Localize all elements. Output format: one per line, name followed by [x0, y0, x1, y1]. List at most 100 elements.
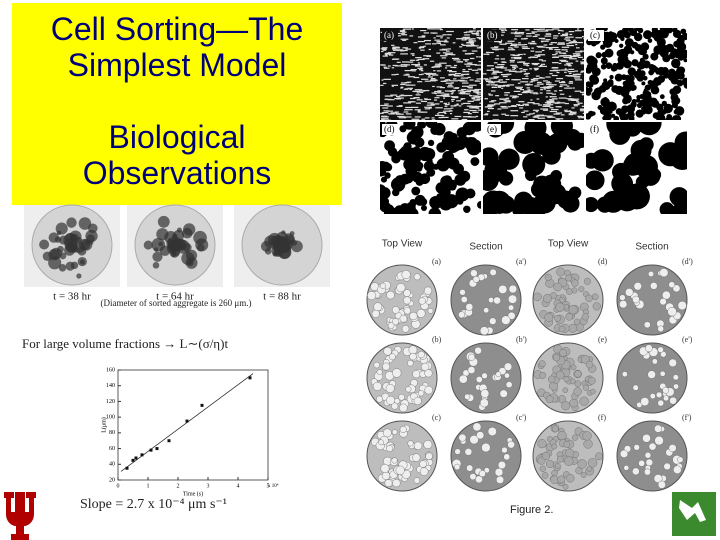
speck [405, 113, 412, 115]
speck [484, 79, 492, 81]
speck [453, 74, 460, 77]
cell [662, 290, 671, 300]
cell [619, 294, 626, 301]
speck [383, 40, 387, 42]
speck [440, 55, 448, 57]
cell [595, 52, 602, 59]
speck [564, 34, 568, 37]
data-point [125, 466, 129, 470]
speck [440, 37, 443, 39]
speck [515, 32, 522, 34]
cell [441, 187, 451, 198]
speck [462, 36, 471, 38]
speck [543, 109, 549, 111]
speck [576, 54, 579, 56]
texture [586, 122, 687, 214]
speck [392, 46, 397, 48]
cell [587, 458, 598, 468]
speck [412, 90, 421, 92]
speck [469, 105, 478, 107]
speck [540, 108, 549, 110]
speck [392, 48, 397, 50]
speck [526, 87, 530, 89]
panel-label: (c) [590, 30, 600, 40]
cell [562, 483, 569, 490]
speck [460, 88, 467, 91]
cell [676, 71, 685, 80]
speck [556, 71, 560, 74]
y-label: L(μm) [100, 417, 107, 433]
x-tick-label: 4 [237, 483, 240, 489]
cell [579, 396, 589, 406]
cell [399, 314, 408, 323]
micrograph-panel: (f) [586, 122, 687, 214]
speck [505, 98, 510, 100]
speck [491, 68, 495, 70]
speck [467, 68, 472, 70]
speck [578, 117, 581, 119]
speck [510, 64, 517, 66]
cell [659, 202, 675, 214]
speck [477, 93, 481, 95]
speck [413, 76, 420, 79]
cell [633, 282, 642, 291]
speck [484, 98, 488, 100]
cell [642, 53, 649, 60]
cell [459, 289, 466, 296]
cell [632, 467, 640, 476]
speck [505, 114, 510, 116]
cell [613, 115, 620, 120]
aggregate-blob [196, 243, 205, 252]
speck [538, 65, 541, 68]
speck [461, 90, 468, 93]
speck [462, 82, 469, 84]
speck [412, 54, 415, 56]
speck [539, 92, 543, 94]
aggregate-blob [152, 262, 160, 269]
cell [648, 69, 654, 76]
speck [467, 100, 474, 102]
speck [505, 42, 513, 44]
speck [396, 105, 403, 107]
speck [541, 49, 545, 52]
speck [548, 48, 554, 50]
speck [528, 57, 532, 59]
speck [469, 95, 472, 97]
cell [559, 297, 566, 304]
speck [505, 101, 511, 103]
cell [382, 362, 391, 371]
speck [392, 47, 398, 49]
speck [573, 105, 578, 107]
speck [549, 96, 552, 98]
speck [545, 96, 549, 98]
cell [444, 194, 459, 209]
cell [553, 354, 561, 362]
sphere-label: (d') [682, 257, 693, 266]
aggregate-blob [89, 240, 94, 245]
speck [460, 98, 463, 100]
cell [614, 73, 623, 82]
aggregate-blob [67, 242, 74, 249]
cell [640, 397, 650, 407]
cell [561, 401, 571, 411]
cell [386, 445, 393, 452]
cell [602, 38, 613, 48]
speck [440, 77, 445, 79]
cell [563, 376, 570, 383]
speck [520, 70, 524, 72]
label-bg [382, 30, 398, 41]
cell [589, 74, 599, 84]
speck [470, 43, 474, 46]
speck [382, 55, 388, 57]
speck [456, 100, 462, 102]
speck [428, 48, 431, 51]
speck [561, 30, 564, 32]
speck [391, 58, 398, 60]
speck [454, 104, 459, 106]
speck [550, 99, 555, 101]
speck [528, 119, 535, 120]
speck [534, 85, 540, 87]
cell [493, 296, 501, 305]
cell [458, 135, 470, 147]
speck [514, 31, 518, 33]
